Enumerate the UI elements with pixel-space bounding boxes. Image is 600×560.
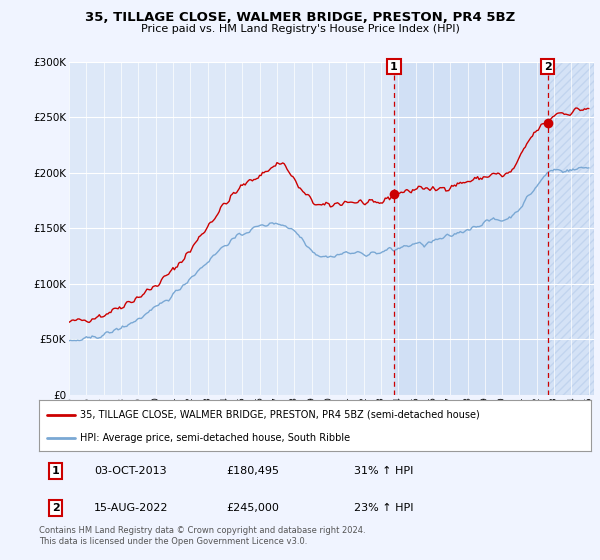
Text: 2: 2 (52, 503, 59, 513)
Text: 1: 1 (52, 466, 59, 476)
Text: £245,000: £245,000 (227, 503, 280, 513)
Text: 03-OCT-2013: 03-OCT-2013 (94, 466, 167, 476)
Text: 15-AUG-2022: 15-AUG-2022 (94, 503, 169, 513)
Text: £180,495: £180,495 (227, 466, 280, 476)
Text: Price paid vs. HM Land Registry's House Price Index (HPI): Price paid vs. HM Land Registry's House … (140, 24, 460, 34)
Text: 35, TILLAGE CLOSE, WALMER BRIDGE, PRESTON, PR4 5BZ (semi-detached house): 35, TILLAGE CLOSE, WALMER BRIDGE, PRESTO… (80, 409, 480, 419)
Text: Contains HM Land Registry data © Crown copyright and database right 2024.
This d: Contains HM Land Registry data © Crown c… (39, 526, 365, 546)
Text: 1: 1 (390, 62, 398, 72)
Text: 35, TILLAGE CLOSE, WALMER BRIDGE, PRESTON, PR4 5BZ: 35, TILLAGE CLOSE, WALMER BRIDGE, PRESTO… (85, 11, 515, 24)
Text: 23% ↑ HPI: 23% ↑ HPI (353, 503, 413, 513)
Bar (548, 62, 594, 395)
Text: HPI: Average price, semi-detached house, South Ribble: HPI: Average price, semi-detached house,… (80, 433, 350, 443)
Text: 2: 2 (544, 62, 551, 72)
Text: 31% ↑ HPI: 31% ↑ HPI (353, 466, 413, 476)
Bar (394, 62, 548, 395)
